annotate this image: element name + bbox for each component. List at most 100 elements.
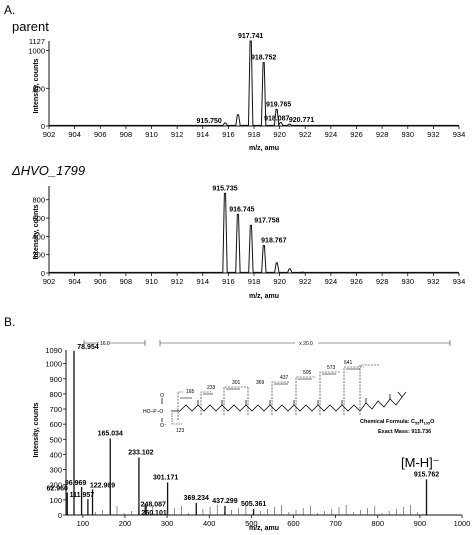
x-tick-label: 924 xyxy=(325,130,338,139)
x-tick-label: 910 xyxy=(145,130,158,139)
chart-mutant-title: ΔHVO_1799 xyxy=(11,163,85,178)
peak-label: 918.767 xyxy=(261,238,286,245)
chart-mutant-axes: 902 904 906 908 910 912 914 916 918 920 922 924 926 9… xyxy=(32,186,465,286)
chart-parent: parent Intensity, counts m/z, amu 902 904… xyxy=(12,19,465,152)
x-tick-label: 926 xyxy=(350,277,363,286)
x-tick-label: 600 xyxy=(287,519,300,528)
fragment-mass-369: 369 xyxy=(256,380,265,386)
y-tick-label: 800 xyxy=(32,196,45,205)
chart-parent-title: parent xyxy=(12,19,49,34)
peak-label: 919.765 xyxy=(266,101,291,108)
head-group-o-top: O xyxy=(160,393,164,399)
x-tick-label: 920 xyxy=(273,277,286,286)
x-tick-label: 928 xyxy=(376,130,389,139)
chart-parent-series-line xyxy=(49,40,459,126)
formula-h-count: 105 xyxy=(423,421,430,426)
x-tick-label: 920 xyxy=(273,130,286,139)
y-tick-label: 400 xyxy=(32,232,45,241)
x-tick-label: 904 xyxy=(68,130,81,139)
x-tick-label: 906 xyxy=(94,277,107,286)
x-tick-label: 930 xyxy=(401,277,414,286)
x-tick-label: 934 xyxy=(453,277,466,286)
peak-label: 78.954 xyxy=(77,344,99,351)
peak-label: 250.101 xyxy=(141,510,166,517)
chart-msms: Intensity, counts m/z, amu 100 200 300 400 5… xyxy=(33,340,470,532)
peak-label: 248.087 xyxy=(141,502,166,509)
peak-label: 96.969 xyxy=(65,480,87,487)
y-tick-label: 900 xyxy=(49,375,62,384)
y-tick-label: 200 xyxy=(49,481,62,490)
chart-msms-ylabel: Intensity, counts xyxy=(33,402,40,457)
fragment-mass-641: 641 xyxy=(344,360,353,366)
formula-prefix: Chemical Formula: C xyxy=(360,419,415,425)
x-tick-label: 934 xyxy=(453,130,466,139)
peak-label: 437.299 xyxy=(212,498,237,505)
x-tick-label: 908 xyxy=(120,277,133,286)
chart-mutant-ylabel: Intensity, counts xyxy=(33,204,40,259)
y-tick-label: 600 xyxy=(49,420,62,429)
peak-label: 918.087 xyxy=(264,116,289,123)
x-tick-label: 900 xyxy=(414,519,427,528)
peak-label: 233.102 xyxy=(128,449,153,456)
formula-rest: O xyxy=(430,419,435,425)
peak-label: 918.752 xyxy=(251,55,276,62)
x-tick-label: 918 xyxy=(248,130,261,139)
y-tick-label: 800 xyxy=(49,390,62,399)
x-tick-label: 932 xyxy=(427,130,440,139)
formula-c-count: 55 xyxy=(415,421,420,426)
x-tick-label: 904 xyxy=(68,277,81,286)
fragment-mass-505: 505 xyxy=(303,370,312,376)
x-tick-label: 922 xyxy=(299,277,312,286)
fragment-mass-437: 437 xyxy=(280,375,289,381)
x-tick-label: 928 xyxy=(376,277,389,286)
x-tick-label: 930 xyxy=(401,130,414,139)
chart-parent-axes: 902 904 906 908 910 912 914 916 918 920 922 924 926 9… xyxy=(28,37,465,139)
x-tick-label: 912 xyxy=(171,130,184,139)
y-tick-label: 200 xyxy=(32,251,45,260)
x-tick-label: 902 xyxy=(43,277,56,286)
zoom-label-16: x 16.0 xyxy=(96,341,110,347)
molecule-structure: O HO–P–O O⁻ 123 165 233 301 369 437 505 … xyxy=(143,360,407,434)
x-tick-label: 200 xyxy=(119,519,132,528)
x-tick-label: 300 xyxy=(161,519,174,528)
chemical-formula: Chemical Formula: C55H105O xyxy=(360,419,435,426)
fragment-mass-233: 233 xyxy=(207,385,216,391)
x-tick-label: 910 xyxy=(145,277,158,286)
x-tick-label: 932 xyxy=(427,277,440,286)
y-tick-label: 300 xyxy=(49,466,62,475)
peak-label: 917.741 xyxy=(238,33,263,40)
y-tick-label: 0 xyxy=(41,269,45,278)
x-tick-label: 800 xyxy=(371,519,384,528)
x-tick-label: 918 xyxy=(248,277,261,286)
peak-label: 369.234 xyxy=(184,495,209,502)
head-group-o-minus: O⁻ xyxy=(160,423,167,429)
fragment-mass-165: 165 xyxy=(186,389,195,395)
panel-label-b: B. xyxy=(4,315,15,329)
y-tick-label: 500 xyxy=(32,84,45,93)
peak-label: 111.957 xyxy=(70,492,95,499)
x-tick-label: 1000 xyxy=(454,519,471,528)
head-group-label: HO–P–O xyxy=(143,409,163,415)
y-tick-label: 1000 xyxy=(28,47,45,56)
y-max-label: 1090 xyxy=(45,346,62,355)
ion-label: [M-H]⁻ xyxy=(401,455,440,470)
peak-label: 165.034 xyxy=(98,431,123,438)
peak-label: 917.758 xyxy=(254,217,279,224)
peak-label: 122.989 xyxy=(90,482,115,489)
chart-parent-xlabel: m/z, amu xyxy=(249,145,279,152)
x-tick-label: 926 xyxy=(350,130,363,139)
x-tick-label: 908 xyxy=(120,130,133,139)
y-tick-label: 1000 xyxy=(45,360,62,369)
x-tick-label: 914 xyxy=(196,130,209,139)
y-tick-label: 600 xyxy=(32,214,45,223)
y-tick-label: 700 xyxy=(49,405,62,414)
peak-label: 920.771 xyxy=(289,117,314,124)
formula-h: H xyxy=(419,419,423,425)
chart-mutant-xlabel: m/z, amu xyxy=(249,293,279,300)
x-tick-label: 924 xyxy=(325,277,338,286)
x-tick-label: 100 xyxy=(77,519,90,528)
peak-label: 505.361 xyxy=(241,501,266,508)
fragment-mass-301: 301 xyxy=(232,380,241,386)
